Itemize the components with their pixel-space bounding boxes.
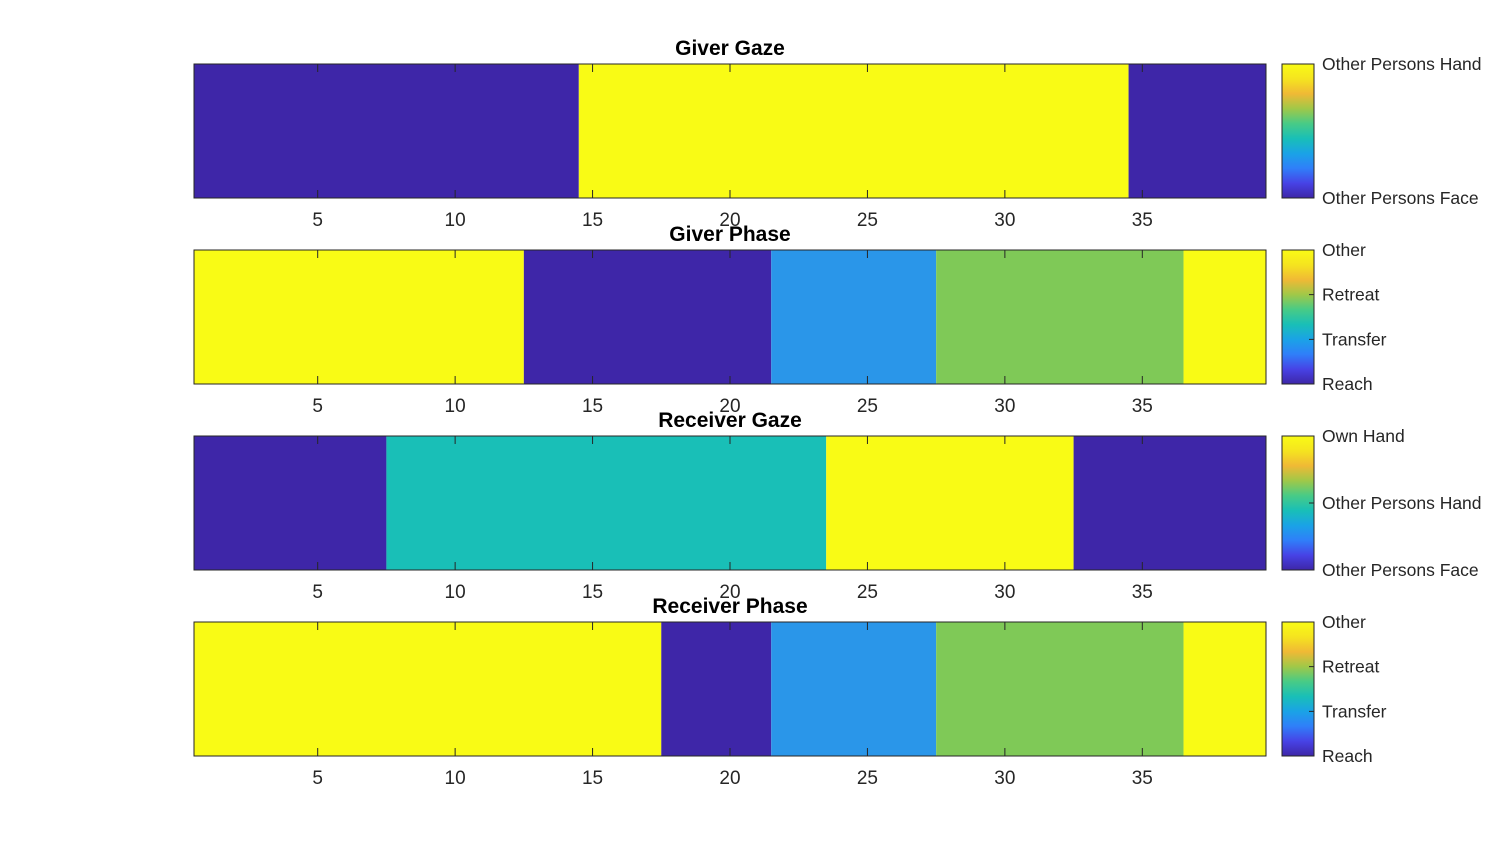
x-tick-label: 25	[857, 582, 878, 603]
x-tick-label: 25	[857, 768, 878, 789]
heatmap-segment	[523, 250, 772, 384]
colorbar-label: Other	[1322, 612, 1366, 632]
heatmap-segment	[936, 622, 1184, 756]
colorbar	[1281, 63, 1315, 199]
x-tick-label: 35	[1132, 210, 1153, 231]
colorbar-label: Reach	[1322, 374, 1373, 394]
heatmap-segment	[386, 436, 827, 570]
x-tick-label: 15	[582, 768, 603, 789]
heatmap-segment	[1183, 250, 1266, 384]
colorbar-label: Retreat	[1322, 285, 1380, 305]
colorbar	[1281, 621, 1315, 757]
chart-title: Giver Gaze	[675, 37, 785, 60]
heatmap-segment	[771, 250, 937, 384]
colorbar	[1281, 249, 1315, 385]
heatmap-segment	[661, 622, 772, 756]
heatmap-segment	[194, 622, 662, 756]
x-tick-label: 30	[994, 768, 1015, 789]
x-tick-label: 5	[312, 396, 323, 417]
x-tick-label: 25	[857, 210, 878, 231]
heatmap-segment	[936, 250, 1184, 384]
colorbar-label: Reach	[1322, 746, 1373, 766]
x-tick-label: 30	[994, 582, 1015, 603]
colorbar-label: Transfer	[1322, 329, 1387, 349]
heatmap-segment	[194, 64, 579, 198]
heatmap-segment	[1128, 64, 1266, 198]
colorbar-label: Other Persons Face	[1322, 560, 1479, 580]
x-tick-label: 20	[719, 210, 740, 231]
chart-title: Receiver Phase	[652, 595, 807, 618]
panel-receiver-gaze: Receiver Gaze 5 10 15 20 25 30 35 Other Persons …	[193, 409, 1482, 603]
heatmap-segment	[1183, 622, 1266, 756]
x-tick-label: 15	[582, 210, 603, 231]
colorbar-label: Other Persons Hand	[1322, 493, 1482, 513]
panel-giver-gaze: Giver Gaze 5 10 15 20 25 30 35 Other Persons Fac…	[193, 37, 1482, 231]
heatmap-segment	[194, 250, 524, 384]
chart-title: Receiver Gaze	[658, 409, 802, 432]
x-tick-label: 10	[445, 768, 466, 789]
colorbar-label: Other Persons Face	[1322, 188, 1479, 208]
heatmap-segment	[194, 436, 387, 570]
heatmap-segment	[1073, 436, 1266, 570]
x-tick-label: 20	[719, 396, 740, 417]
panels: Giver Gaze 5 10 15 20 25 30 35 Other Persons Fac…	[193, 37, 1482, 789]
x-tick-label: 5	[312, 210, 323, 231]
chart-title: Giver Phase	[669, 223, 790, 246]
colorbar-label: Transfer	[1322, 701, 1387, 721]
x-tick-label: 15	[582, 582, 603, 603]
x-tick-label: 10	[445, 582, 466, 603]
x-tick-label: 10	[445, 396, 466, 417]
x-tick-label: 5	[312, 582, 323, 603]
heatmap-segment	[826, 436, 1074, 570]
x-tick-label: 15	[582, 396, 603, 417]
x-tick-label: 25	[857, 396, 878, 417]
panel-giver-phase: Giver Phase 5 10 15 20 25 30 35 Reach Transfer Ret…	[193, 223, 1387, 417]
x-tick-label: 5	[312, 768, 323, 789]
colorbar-label: Retreat	[1322, 657, 1380, 677]
x-tick-label: 35	[1132, 582, 1153, 603]
x-tick-label: 30	[994, 396, 1015, 417]
x-tick-label: 30	[994, 210, 1015, 231]
x-tick-label: 10	[445, 210, 466, 231]
x-tick-label: 20	[719, 768, 740, 789]
x-tick-label: 35	[1132, 396, 1153, 417]
colorbar-label: Other	[1322, 240, 1366, 260]
heatmap-segment	[771, 622, 937, 756]
heatmap-segment	[578, 64, 1129, 198]
x-tick-label: 20	[719, 582, 740, 603]
colorbar-label: Other Persons Hand	[1322, 54, 1482, 74]
colorbar	[1281, 435, 1315, 571]
colorbar-label: Own Hand	[1322, 426, 1405, 446]
x-tick-label: 35	[1132, 768, 1153, 789]
panel-receiver-phase: Receiver Phase 5 10 15 20 25 30 35 Reach Transfer…	[193, 595, 1387, 789]
